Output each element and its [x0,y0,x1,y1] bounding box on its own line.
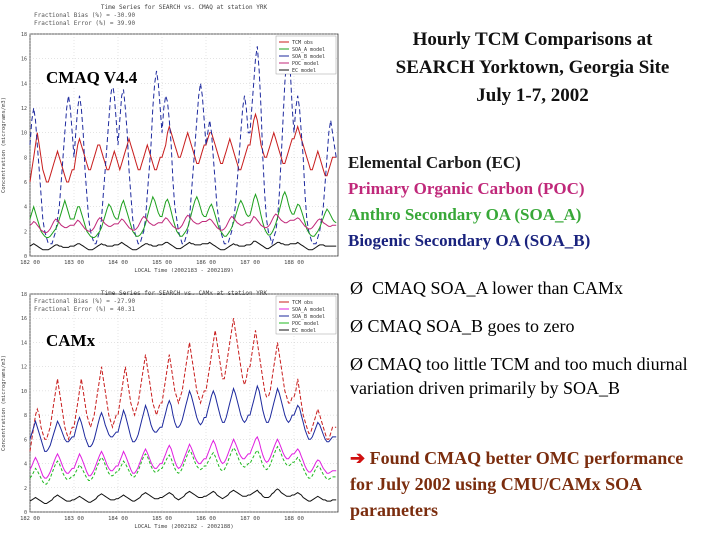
y-tick-label: 8 [24,413,27,419]
y-tick-label: 16 [21,57,27,63]
x-tick-label: 184 00 [108,260,128,266]
bullet-soa-a: Ø CMAQ SOA_A lower than CAMx [350,276,623,300]
camx-time-series-chart: Time Series for SEARCH vs. CAMx at stati… [1,290,339,530]
title-line-2: SEARCH Yorktown, Georgia Site [395,57,670,78]
x-tick-label: 185 00 [152,260,172,266]
chart-legend-label: SOA_B model [292,54,325,60]
chart-legend-label: EC model [292,68,316,74]
x-tick-label: 183 00 [64,516,84,522]
x-tick-label: 188 00 [284,260,304,266]
chart-legend-label: SOA_A model [292,47,325,53]
bullet-arrow-icon: Ø [350,354,363,374]
chart-legend-label: POC model [292,61,319,67]
chart-legend-label: EC model [292,328,316,334]
chart-legend-label: TCM obs [292,40,313,46]
legend-soa-a: Anthro Secondary OA (SOA_A) [348,205,582,224]
title-line-1: Hourly TCM Comparisons at [412,29,653,50]
x-tick-label: 186 00 [196,260,216,266]
species-legend: Elemental Carbon (EC) Primary Organic Ca… [348,150,590,254]
series-line [29,435,337,479]
y-tick-label: 16 [21,316,27,322]
y-tick-label: 14 [21,340,27,346]
x-tick-label: 182 00 [20,260,40,266]
series-line [29,46,337,246]
y-tick-label: 0 [24,254,27,260]
x-tick-label: 187 00 [240,516,260,522]
finding-body: Found CMAQ better OMC performance for Ju… [350,448,684,520]
x-tick-label: 188 00 [284,516,304,522]
chart-title: Time Series for SEARCH vs. CAMx at stati… [101,290,268,297]
y-tick-label: 12 [21,106,27,112]
series-line [29,112,337,183]
cmaq-panel-label: CMAQ V4.4 [44,68,140,88]
x-axis-label: LOCAL Time (2002182 - 2002188) [134,524,233,530]
y-tick-label: 0 [24,510,27,516]
x-tick-label: 186 00 [196,516,216,522]
legend-poc: Primary Organic Carbon (POC) [348,179,585,198]
series-line [29,190,337,238]
series-line [29,240,337,251]
slide-title: Hourly TCM Comparisons at SEARCH Yorktow… [345,26,720,110]
bullet-tcm: Ø CMAQ too little TCM and too much diurn… [350,352,710,400]
x-tick-label: 187 00 [240,260,260,266]
y-tick-label: 6 [24,180,27,186]
x-tick-label: 184 00 [108,516,128,522]
x-tick-label: 182 00 [20,516,40,522]
chart-legend-label: TCM obs [292,300,313,306]
chart-legend-label: POC model [292,321,319,327]
bullet-text: CMAQ too little TCM and too much diurnal… [350,354,688,398]
chart-title: Time Series for SEARCH vs. CMAQ at stati… [101,4,268,11]
x-tick-label: 183 00 [64,260,84,266]
bullet-arrow-icon: Ø [350,278,363,298]
legend-soa-b: Biogenic Secondary OA (SOA_B) [348,231,591,250]
cmaq-time-series-chart: Time Series for SEARCH vs. CMAQ at stati… [1,4,339,272]
chart-legend-label: SOA_A model [292,307,325,313]
y-tick-label: 12 [21,365,27,371]
y-tick-label: 18 [21,292,27,298]
stat-label: Fractional Bias (%) = -27.90 [34,298,136,305]
bullet-arrow-icon: Ø [350,316,363,336]
y-tick-label: 4 [24,205,27,211]
series-line [29,445,337,485]
chart-legend-box [275,295,337,335]
series-line [29,213,337,234]
stat-label: Fractional Bias (%) = -30.90 [34,12,136,19]
series-line [29,384,337,452]
y-tick-label: 10 [21,131,27,137]
y-tick-label: 4 [24,462,27,468]
y-tick-label: 2 [24,229,27,235]
y-tick-label: 8 [24,155,27,161]
bullet-soa-b: Ø CMAQ SOA_B goes to zero [350,314,575,338]
stat-label: Fractional Error (%) = 39.90 [34,20,136,27]
x-axis-label: LOCAL Time (2002183 - 2002189) [134,268,233,272]
title-line-3: July 1-7, 2002 [476,85,589,106]
series-line [29,488,337,504]
x-tick-label: 185 00 [152,516,172,522]
y-tick-label: 6 [24,437,27,443]
y-tick-label: 14 [21,81,27,87]
y-tick-label: 18 [21,32,27,38]
right-arrow-icon: ➔ [350,448,366,468]
legend-ec: Elemental Carbon (EC) [348,153,521,172]
finding-text: ➔ Found CMAQ better OMC performance for … [350,445,710,523]
stat-label: Fractional Error (%) = 40.31 [34,306,136,313]
y-axis-label: Concentration (micrograms/m3) [1,97,7,193]
bullet-text: CMAQ SOA_B goes to zero [367,316,575,336]
bullet-text: CMAQ SOA_A lower than CAMx [372,278,624,298]
y-tick-label: 10 [21,389,27,395]
series-line [29,318,337,452]
camx-panel-label: CAMx [44,331,98,351]
chart-legend-label: SOA_B model [292,314,325,320]
y-tick-label: 2 [24,486,27,492]
y-axis-label: Concentration (micrograms/m3) [1,355,7,451]
